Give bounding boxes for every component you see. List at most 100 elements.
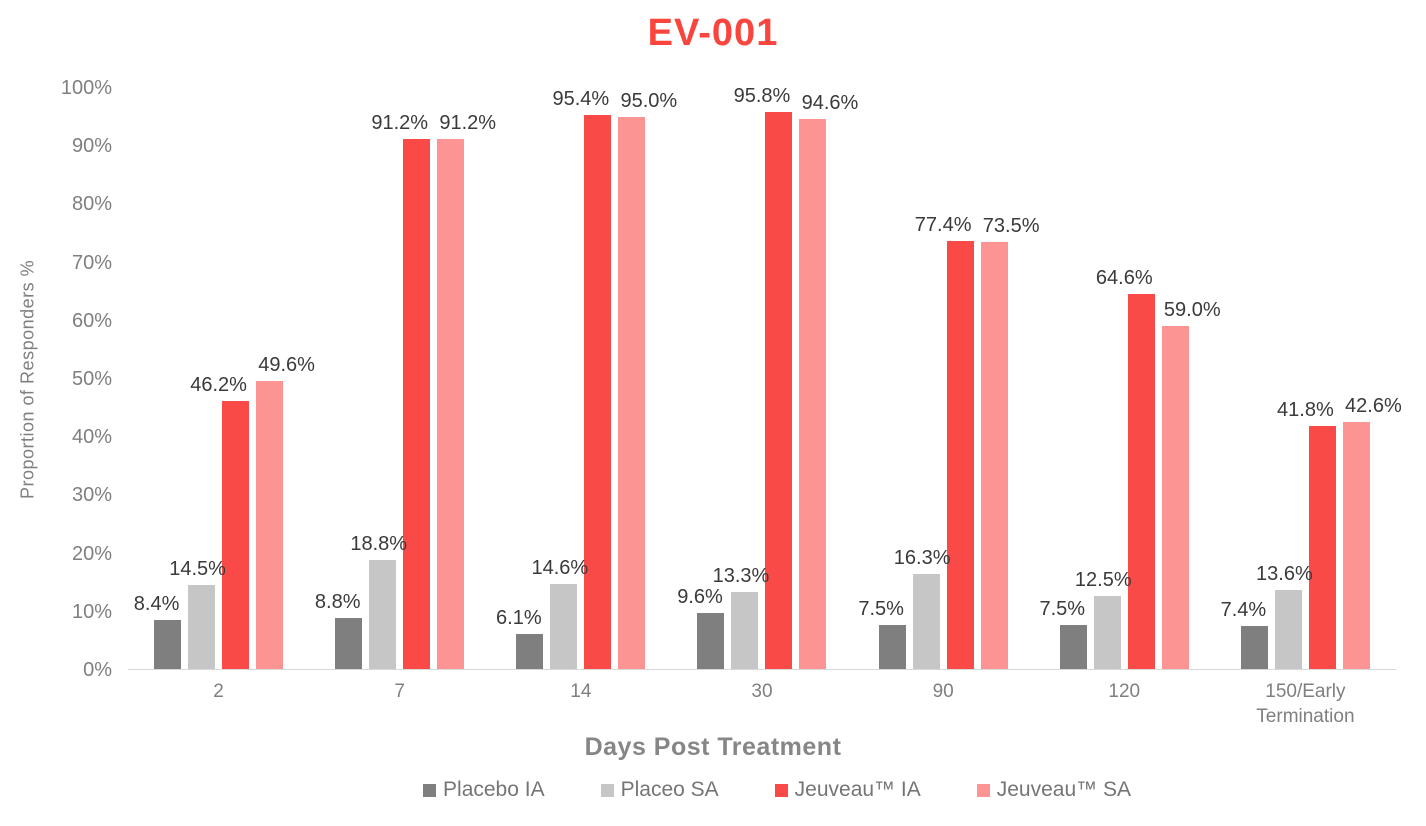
x-tick-label: 120: [1108, 681, 1141, 702]
bar: [1059, 625, 1087, 669]
bar: [912, 574, 940, 669]
bar-value-label: 73.5%: [982, 214, 1040, 237]
bar-column: 14.6%: [531, 88, 588, 669]
bar-column: 46.2%: [190, 88, 250, 669]
bar-value-label: 9.6%: [677, 586, 723, 609]
bar-value-label: 12.5%: [1074, 569, 1132, 592]
bar-group: 9.6% 13.3% 95.8% 94.6%: [671, 85, 858, 669]
bar-column: 8.8%: [315, 88, 363, 669]
bar-value-label: 14.5%: [169, 557, 226, 580]
y-tick-label: 60%: [71, 309, 112, 332]
bar: [335, 617, 363, 669]
y-tick-label: 80%: [71, 193, 112, 216]
bar: [980, 241, 1008, 669]
legend-item: Jeuveau™ IA: [774, 778, 921, 802]
y-tick-label: 40%: [71, 426, 112, 449]
y-tick-label: 100%: [60, 77, 112, 99]
bar: [516, 633, 544, 669]
bar-column: 64.6%: [1096, 88, 1155, 669]
bar-column: 18.8%: [350, 88, 407, 669]
bar-column: 13.3%: [713, 88, 769, 669]
bar-column: 95.8%: [734, 85, 793, 669]
bar-column: 7.5%: [1039, 88, 1087, 669]
bar: [1240, 626, 1268, 669]
x-tick-label: 2: [213, 681, 224, 702]
bar-group: 8.8% 18.8% 91.2% 91.2%: [309, 88, 496, 669]
bar: [1308, 426, 1336, 669]
bar-column: 59.0%: [1161, 88, 1221, 669]
bar-value-label: 8.8%: [314, 590, 361, 613]
bar-column: 91.2%: [371, 88, 431, 669]
bar-value-label: 16.3%: [893, 547, 951, 570]
bar-value-label: 77.4%: [914, 213, 972, 236]
legend-label: Jeuveau™ IA: [794, 778, 921, 801]
legend-marker-icon: [774, 783, 788, 797]
bar: [584, 114, 612, 669]
bar-group: 7.5% 16.3% 77.4% 73.5%: [853, 88, 1039, 669]
bar-value-label: 91.2%: [371, 112, 429, 135]
y-axis: 0% 10% 20% 30% 40% 50% 60% 70% 80% 90% 100%: [50, 77, 128, 681]
y-tick-label: 10%: [71, 600, 112, 623]
y-tick-label: 70%: [71, 251, 112, 274]
bar: [946, 240, 974, 669]
bar-column: 77.4%: [915, 88, 974, 669]
bar-column: 14.5%: [169, 88, 226, 669]
bar-group: 7.5% 12.5% 64.6% 59.0%: [1034, 88, 1221, 669]
bar: [731, 591, 759, 669]
bar-column: 94.6%: [799, 88, 858, 669]
bar: [188, 584, 216, 669]
bar-column: 7.5%: [858, 88, 906, 669]
bar-column: 73.5%: [980, 88, 1039, 669]
x-tick-label: 90: [932, 681, 954, 702]
bar-value-label: 95.4%: [552, 87, 610, 110]
bar: [1127, 293, 1155, 669]
bar-group: 8.4% 14.5% 46.2% 49.6%: [128, 88, 315, 669]
bar: [403, 139, 431, 669]
x-tick-label: 150/Early Termination: [1256, 681, 1355, 727]
bar: [1093, 596, 1121, 669]
x-axis: 2 7 14 30 90 120 150/Early Termination: [128, 670, 1396, 729]
bar-value-label: 91.2%: [439, 112, 497, 135]
bar-value-label: 46.2%: [190, 373, 247, 396]
y-tick-label: 90%: [71, 135, 112, 158]
chart-title: EV-001: [647, 12, 779, 54]
bar: [765, 112, 793, 669]
bar-group: 7.4% 13.6% 41.8% 42.6%: [1215, 88, 1402, 669]
bar: [697, 613, 725, 669]
bar: [369, 559, 397, 669]
x-tick-label: 7: [394, 681, 405, 702]
bar-value-label: 95.8%: [733, 85, 791, 108]
legend: Placebo IA Placeo SA Jeuveau™ IA Jeuveau™ S…: [0, 778, 1426, 802]
bar-column: 8.4%: [134, 88, 182, 669]
bar-column: 12.5%: [1075, 88, 1132, 669]
bar-value-label: 8.4%: [133, 593, 180, 616]
legend-marker-icon: [423, 783, 437, 797]
bar-column: 95.4%: [552, 88, 612, 669]
bar: [550, 584, 578, 669]
legend-label: Placeo SA: [620, 778, 719, 801]
y-tick-label: 50%: [71, 368, 112, 390]
bar-value-label: 6.1%: [496, 606, 542, 629]
legend-label: Placebo IA: [443, 778, 545, 801]
legend-label: Jeuveau™ SA: [996, 778, 1131, 801]
chart: Proportion of Responders % 0% 10% 20% 30% 40…: [6, 77, 1402, 729]
bar: [1274, 589, 1302, 669]
bar: [799, 119, 827, 669]
bar-column: 6.1%: [496, 88, 544, 669]
bar-value-label: 13.3%: [712, 564, 770, 587]
y-tick-label: 30%: [71, 484, 112, 507]
legend-marker-icon: [976, 783, 990, 797]
bar-column: 16.3%: [894, 88, 950, 669]
bar-column: 9.6%: [677, 88, 725, 669]
bar-column: 7.4%: [1221, 88, 1268, 669]
legend-marker-icon: [600, 783, 614, 797]
bar-column: 13.6%: [1256, 88, 1313, 669]
legend-item: Placeo SA: [600, 778, 719, 802]
bar-value-label: 41.8%: [1277, 399, 1334, 422]
bar-column: 95.0%: [618, 88, 677, 669]
bar-column: 49.6%: [256, 88, 315, 669]
y-axis-title: Proportion of Responders %: [17, 259, 38, 499]
bar: [1342, 421, 1370, 669]
bar-value-label: 7.4%: [1220, 599, 1267, 622]
bar: [222, 400, 250, 669]
